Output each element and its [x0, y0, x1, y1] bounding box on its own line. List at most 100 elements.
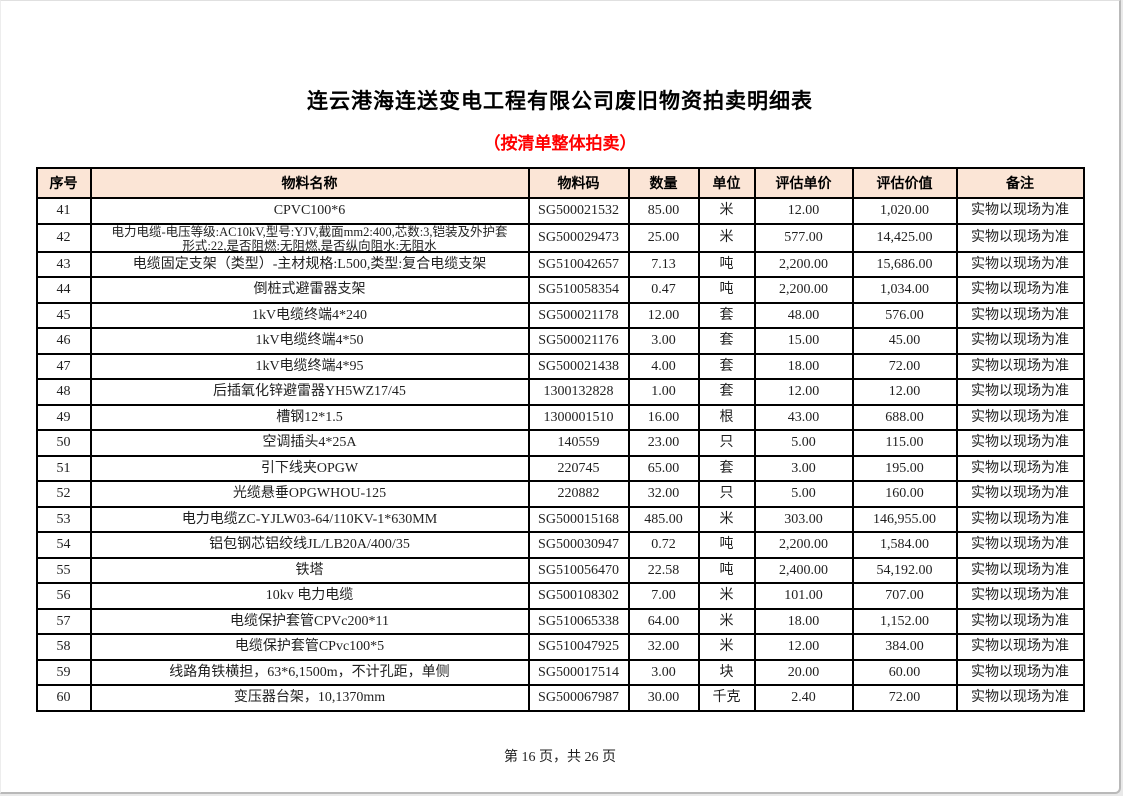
column-header: 单位 — [697, 167, 756, 199]
cell-qty: 3.00 — [627, 327, 700, 355]
table-row: 58 电缆保护套管CPvc100*5 SG510047925 32.00 米 12.00 3… — [35, 633, 1085, 661]
column-header: 物料名称 — [89, 167, 530, 199]
table-row: 44 倒桩式避雷器支架 SG510058354 0.47 吨 2,200.00 1,034.… — [35, 276, 1085, 304]
cell-name: 倒桩式避雷器支架 — [89, 276, 530, 304]
column-header: 评估价值 — [851, 167, 958, 199]
cell-qty: 16.00 — [627, 403, 700, 431]
table-row: 55 铁塔 SG510056470 22.58 吨 2,400.00 54,192.00 实物… — [35, 556, 1085, 584]
cell-code: SG510047925 — [527, 633, 630, 661]
cell-code: SG500021176 — [527, 327, 630, 355]
cell-note: 实物以现场为准 — [955, 505, 1085, 533]
cell-code: SG510042657 — [527, 250, 630, 278]
cell-unit: 米 — [697, 505, 756, 533]
cell-unit: 米 — [697, 633, 756, 661]
cell-seq: 43 — [35, 250, 92, 278]
cell-qty: 0.72 — [627, 531, 700, 559]
cell-seq: 57 — [35, 607, 92, 635]
cell-seq: 60 — [35, 684, 92, 712]
table-row: 52 光缆悬垂OPGWHOU-125 220882 32.00 只 5.00 160.00 实… — [35, 480, 1085, 508]
cell-unit_price: 48.00 — [753, 301, 854, 329]
table-body: 41 CPVC100*6 SG500021532 85.00 米 12.00 1,020.0… — [35, 197, 1085, 712]
cell-note: 实物以现场为准 — [955, 531, 1085, 559]
cell-unit_price: 5.00 — [753, 480, 854, 508]
cell-note: 实物以现场为准 — [955, 222, 1085, 253]
cell-value: 576.00 — [851, 301, 958, 329]
cell-code: SG500017514 — [527, 658, 630, 686]
cell-qty: 64.00 — [627, 607, 700, 635]
cell-name: 1kV电缆终端4*50 — [89, 327, 530, 355]
cell-unit: 吨 — [697, 531, 756, 559]
cell-value: 72.00 — [851, 352, 958, 380]
cell-value: 1,020.00 — [851, 197, 958, 225]
cell-unit: 米 — [697, 607, 756, 635]
table-row: 41 CPVC100*6 SG500021532 85.00 米 12.00 1,020.0… — [35, 197, 1085, 225]
cell-value: 54,192.00 — [851, 556, 958, 584]
table-row: 56 10kv 电力电缆 SG500108302 7.00 米 101.00 707.00 实… — [35, 582, 1085, 610]
cell-qty: 65.00 — [627, 454, 700, 482]
cell-code: 1300132828 — [527, 378, 630, 406]
cell-seq: 45 — [35, 301, 92, 329]
cell-qty: 0.47 — [627, 276, 700, 304]
cell-unit_price: 18.00 — [753, 352, 854, 380]
cell-seq: 50 — [35, 429, 92, 457]
cell-name: 1kV电缆终端4*95 — [89, 352, 530, 380]
cell-seq: 41 — [35, 197, 92, 225]
cell-note: 实物以现场为准 — [955, 352, 1085, 380]
cell-value: 384.00 — [851, 633, 958, 661]
cell-seq: 55 — [35, 556, 92, 584]
cell-qty: 12.00 — [627, 301, 700, 329]
cell-seq: 59 — [35, 658, 92, 686]
cell-note: 实物以现场为准 — [955, 684, 1085, 712]
cell-qty: 3.00 — [627, 658, 700, 686]
cell-unit: 吨 — [697, 276, 756, 304]
cell-name: 电缆保护套管CPvc100*5 — [89, 633, 530, 661]
cell-value: 115.00 — [851, 429, 958, 457]
cell-code: SG510065338 — [527, 607, 630, 635]
cell-code: 140559 — [527, 429, 630, 457]
cell-qty: 4.00 — [627, 352, 700, 380]
table-row: 60 变压器台架，10,1370mm SG500067987 30.00 千克 2.40 7… — [35, 684, 1085, 712]
table-row: 47 1kV电缆终端4*95 SG500021438 4.00 套 18.00 72.00 实… — [35, 352, 1085, 380]
column-header: 序号 — [35, 167, 92, 199]
cell-name: 后插氧化锌避雷器YH5WZ17/45 — [89, 378, 530, 406]
cell-code: SG500021438 — [527, 352, 630, 380]
cell-unit_price: 12.00 — [753, 378, 854, 406]
cell-unit_price: 5.00 — [753, 429, 854, 457]
cell-note: 实物以现场为准 — [955, 276, 1085, 304]
cell-value: 1,152.00 — [851, 607, 958, 635]
cell-name: 空调插头4*25A — [89, 429, 530, 457]
cell-unit: 吨 — [697, 250, 756, 278]
cell-seq: 54 — [35, 531, 92, 559]
cell-unit: 块 — [697, 658, 756, 686]
table-row: 51 引下线夹OPGW 220745 65.00 套 3.00 195.00 实物以现场为准 — [35, 454, 1085, 482]
auction-items-table: 序号 物料名称 物料码 数量 单位 评估单价 评估价值 备注 41 CPVC100*6 SG500… — [35, 167, 1085, 712]
cell-value: 146,955.00 — [851, 505, 958, 533]
cell-note: 实物以现场为准 — [955, 454, 1085, 482]
cell-unit_price: 12.00 — [753, 633, 854, 661]
cell-unit: 套 — [697, 378, 756, 406]
cell-note: 实物以现场为准 — [955, 378, 1085, 406]
cell-name: 槽钢12*1.5 — [89, 403, 530, 431]
cell-code: 220745 — [527, 454, 630, 482]
cell-unit_price: 15.00 — [753, 327, 854, 355]
cell-name: 引下线夹OPGW — [89, 454, 530, 482]
cell-value: 1,034.00 — [851, 276, 958, 304]
table-row: 59 线路角铁横担，63*6,1500m，不计孔距，单侧 SG500017514 3.… — [35, 658, 1085, 686]
cell-name: 电力电缆ZC-YJLW03-64/110KV-1*630MM — [89, 505, 530, 533]
cell-value: 14,425.00 — [851, 222, 958, 253]
cell-code: SG500029473 — [527, 222, 630, 253]
cell-seq: 56 — [35, 582, 92, 610]
cell-qty: 23.00 — [627, 429, 700, 457]
cell-note: 实物以现场为准 — [955, 556, 1085, 584]
cell-seq: 51 — [35, 454, 92, 482]
cell-unit: 千克 — [697, 684, 756, 712]
cell-qty: 22.58 — [627, 556, 700, 584]
cell-qty: 7.13 — [627, 250, 700, 278]
cell-seq: 49 — [35, 403, 92, 431]
cell-name: 电缆固定支架（类型）-主材规格:L500,类型:复合电缆支架 — [89, 250, 530, 278]
cell-name: 铝包钢芯铝绞线JL/LB20A/400/35 — [89, 531, 530, 559]
cell-unit: 吨 — [697, 556, 756, 584]
cell-seq: 53 — [35, 505, 92, 533]
cell-name: 线路角铁横担，63*6,1500m，不计孔距，单侧 — [89, 658, 530, 686]
cell-seq: 44 — [35, 276, 92, 304]
